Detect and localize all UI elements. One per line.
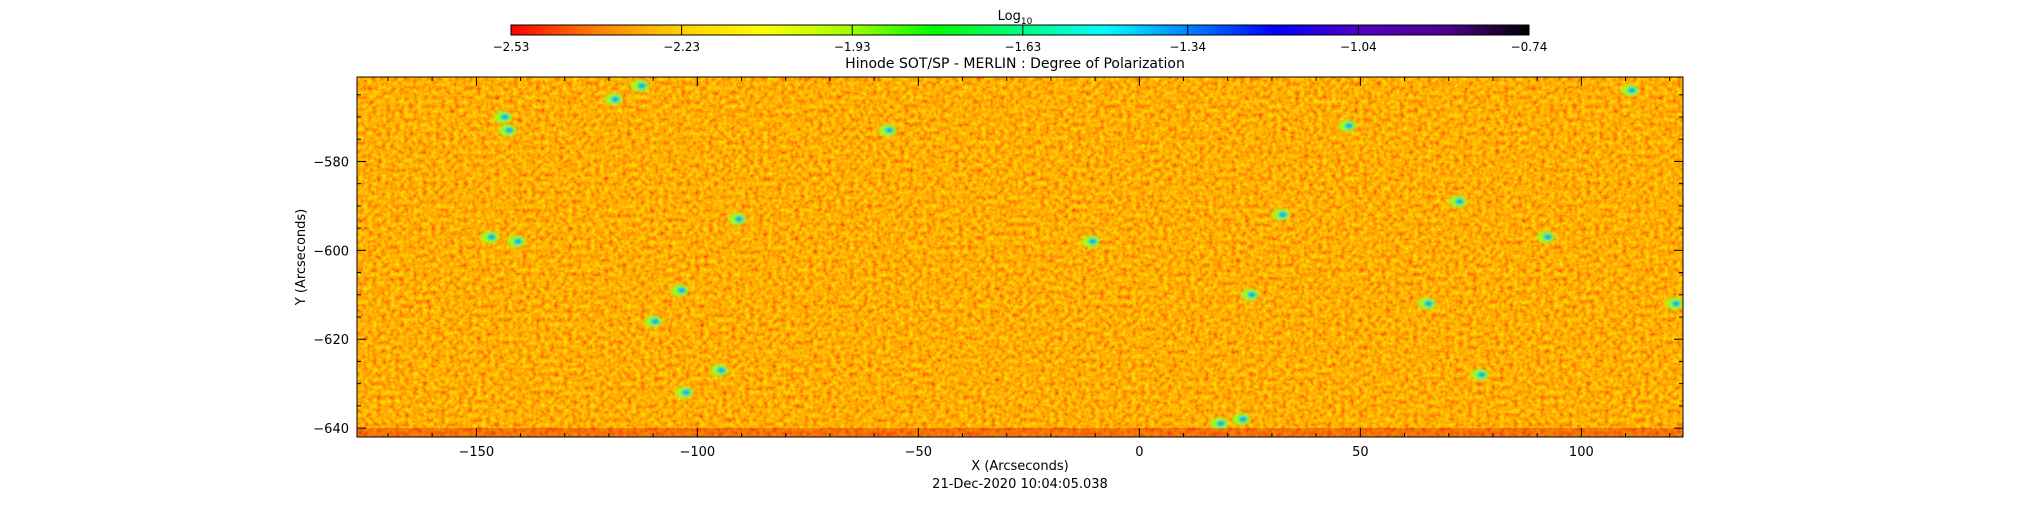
polarization-feature [670, 284, 689, 297]
polarization-feature [1536, 231, 1555, 243]
y-tick-label: −620 [313, 333, 349, 348]
colorbar-tick-label: −1.93 [834, 40, 871, 54]
polarization-features [480, 79, 1684, 430]
polarization-feature [1232, 413, 1250, 426]
x-tick-label: −100 [679, 445, 715, 460]
x-tick-label: −50 [905, 445, 932, 460]
polarization-feature [1240, 288, 1259, 301]
polarization-feature [480, 231, 499, 243]
polarization-feature [1271, 208, 1290, 221]
y-tick-label: −640 [313, 422, 349, 437]
y-axis-label: Y (Arcseconds) [294, 209, 309, 306]
x-tick-label: 100 [1569, 445, 1594, 460]
colorbar-gradient [510, 24, 1530, 36]
x-axis-label: X (Arcseconds) [971, 459, 1068, 474]
colorbar-tick-label: −2.53 [493, 40, 530, 54]
polarization-feature [493, 111, 512, 123]
colorbar-label: Log10 [998, 9, 1033, 27]
polarization-feature [507, 235, 526, 248]
x-tick-label: −150 [458, 445, 494, 460]
polarization-feature [498, 124, 517, 137]
x-axis-ticks: −150 −100 −50 0 50 100 [387, 77, 1671, 460]
colorbar-label-base: Log [998, 9, 1021, 24]
x-tick-label: 50 [1352, 445, 1369, 460]
polarization-feature [1665, 297, 1684, 310]
polarization-feature [1448, 195, 1467, 208]
polarization-feature [1081, 235, 1100, 248]
polarization-feature [1470, 368, 1489, 381]
plot-frame [356, 76, 1684, 438]
polarization-feature [1338, 119, 1357, 132]
polarization-feature [1417, 297, 1436, 310]
x-tick-label: 0 [1135, 445, 1143, 460]
polarization-feature [1209, 417, 1228, 430]
timestamp-footer: 21-Dec-2020 10:04:05.038 [932, 477, 1108, 492]
colorbar-tick-label: −0.74 [1511, 40, 1548, 54]
polarization-feature [630, 79, 649, 92]
polarization-feature [644, 315, 663, 328]
colorbar: Log10 −2.53 −2.23 −1.93 −1.63 −1.34 −1.04 −0.7… [493, 9, 1548, 54]
colorbar-tick-label: −1.34 [1169, 40, 1206, 54]
polarization-feature [728, 213, 747, 226]
polarization-feature [878, 124, 897, 137]
polarization-feature [1620, 84, 1639, 97]
colorbar-tick-label: −2.23 [663, 40, 700, 54]
colorbar-tick-label: −1.04 [1340, 40, 1377, 54]
colorbar-tick-label: −1.63 [1004, 40, 1041, 54]
chart-title: Hinode SOT/SP - MERLIN : Degree of Polar… [845, 56, 1185, 72]
polarization-feature [710, 364, 729, 377]
polarization-feature [604, 93, 623, 106]
polarization-feature [675, 386, 694, 399]
colorbar-label-subscript: 10 [1021, 17, 1033, 27]
y-tick-label: −600 [313, 244, 349, 259]
colorbar-ticks: −2.53 −2.23 −1.93 −1.63 −1.34 −1.04 −0.74 [493, 25, 1548, 54]
heatmap-image [357, 77, 1684, 437]
y-axis-ticks: −580 −600 −620 −640 [313, 94, 1683, 437]
y-tick-label: −580 [313, 155, 349, 170]
